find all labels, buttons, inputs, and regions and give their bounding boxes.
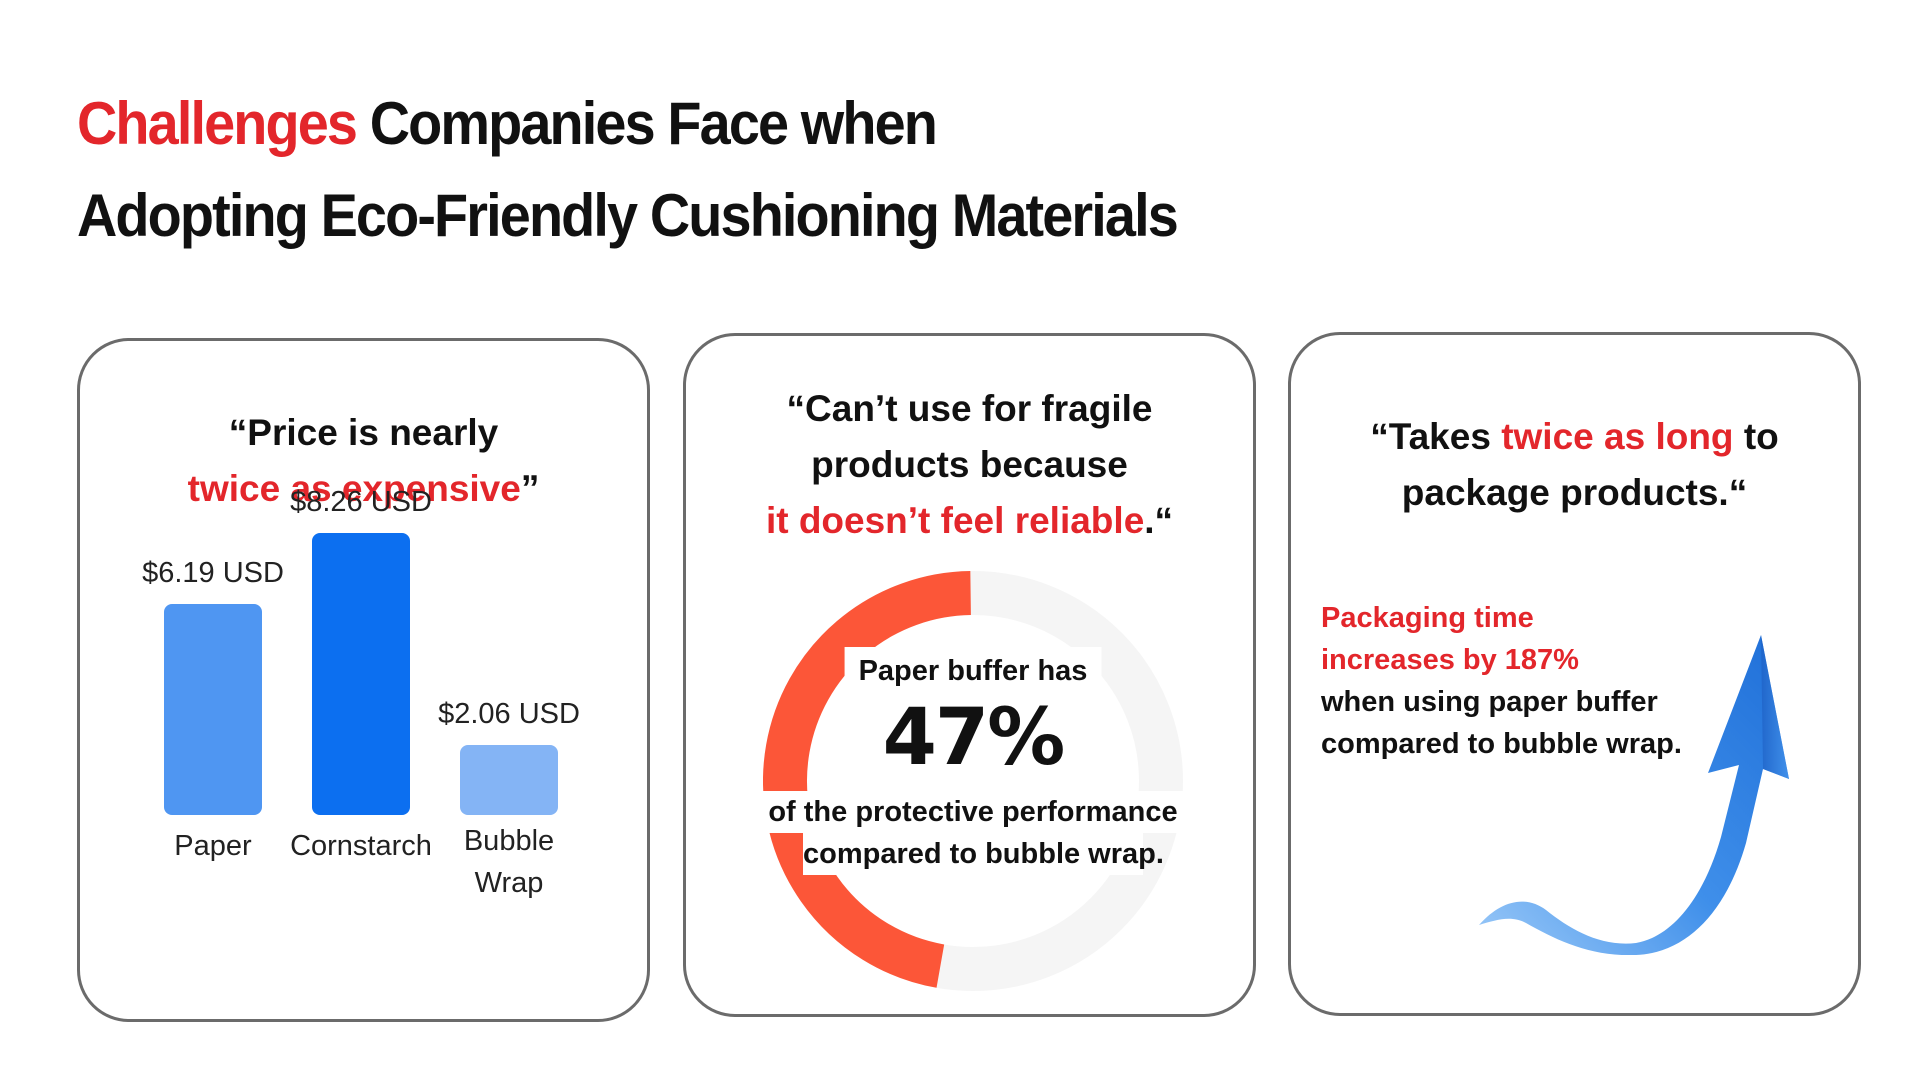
reliability-quote-highlight: it doesn’t feel reliable xyxy=(765,500,1145,541)
donut-lead-text: Paper buffer has xyxy=(844,647,1102,695)
time-detail-line-3: when using paper buffer xyxy=(1321,686,1658,718)
time-detail-line-2: increases by 187% xyxy=(1321,644,1579,676)
time-quote-open: “Takes xyxy=(1370,416,1502,457)
time-quote-line-1: “Takes twice as long to xyxy=(1291,409,1858,465)
protection-donut: Paper buffer has 47% of the protective p… xyxy=(753,571,1193,991)
packaging-time-card: “Takes twice as long to package products… xyxy=(1288,332,1861,1016)
donut-desc-line-1: of the protective performance xyxy=(753,791,1193,833)
bar-value-label: $6.19 USD xyxy=(142,557,284,589)
bar-bubble-wrap xyxy=(460,745,558,815)
price-card: “Price is nearly twice as expensive” $6.… xyxy=(77,338,650,1022)
donut-fill-arc xyxy=(763,571,1183,991)
time-quote-highlight: twice as long xyxy=(1501,416,1734,457)
bar-category-label: Wrap xyxy=(474,867,544,899)
title-highlight: Challenges xyxy=(77,90,358,157)
reliability-quote-close: .“ xyxy=(1144,500,1174,541)
price-quote-line-1: “Price is nearly xyxy=(228,412,499,453)
time-detail-line-4: compared to bubble wrap. xyxy=(1321,728,1682,760)
bar-value-label: $2.06 USD xyxy=(438,698,580,730)
time-detail-line-1: Packaging time xyxy=(1321,602,1534,634)
bar-category-label: Bubble xyxy=(463,825,555,857)
reliability-quote-line-2: products because xyxy=(811,444,1128,485)
reliability-quote-line-1: “Can’t use for fragile xyxy=(786,388,1153,429)
title-line-1: Challenges Companies Face when xyxy=(77,78,1472,170)
time-quote-line-2: package products.“ xyxy=(1401,472,1748,513)
bar-cornstarch xyxy=(312,533,410,815)
price-quote-highlight: twice as expensive xyxy=(187,468,521,509)
title-line-1-rest: Companies Face when xyxy=(356,90,938,157)
donut-desc-line-2: compared to bubble wrap. xyxy=(803,833,1164,875)
time-quote-mid: to xyxy=(1733,416,1779,457)
bar-category-label: Cornstarch xyxy=(290,830,432,862)
reliability-quote-line-3: it doesn’t feel reliable.“ xyxy=(686,493,1253,549)
reliability-card: “Can’t use for fragile products because … xyxy=(683,333,1256,1017)
price-quote-line-2: twice as expensive” xyxy=(80,461,647,517)
bar-category-label: Paper xyxy=(174,830,252,862)
price-quote-close: ” xyxy=(520,468,540,509)
page-title: Challenges Companies Face when Adopting … xyxy=(77,78,1472,262)
bar-value-label: $8.26 USD xyxy=(290,486,432,518)
donut-svg xyxy=(763,571,1183,991)
packaging-time-detail: Packaging time increases by 187% when us… xyxy=(1321,597,1682,765)
price-quote: “Price is nearly twice as expensive” xyxy=(80,405,647,517)
donut-percent: 47% xyxy=(882,693,1066,783)
upward-curved-arrow-icon xyxy=(1479,635,1789,955)
reliability-quote: “Can’t use for fragile products because … xyxy=(686,381,1253,549)
bar-paper xyxy=(164,604,262,815)
title-line-2: Adopting Eco-Friendly Cushioning Materia… xyxy=(77,182,1179,249)
time-quote: “Takes twice as long to package products… xyxy=(1291,409,1858,521)
